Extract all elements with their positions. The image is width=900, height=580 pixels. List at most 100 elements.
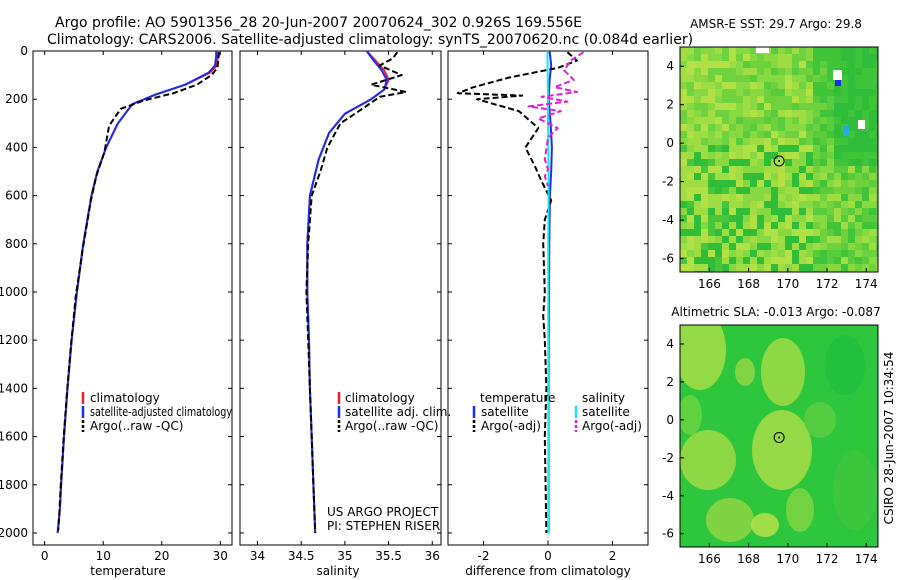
sst-cell — [848, 145, 855, 152]
sst-cell — [792, 222, 799, 229]
sst-cell — [701, 264, 708, 271]
sst-cell — [750, 243, 757, 250]
sst-cell — [715, 82, 722, 89]
sst-cell — [827, 194, 834, 201]
temperature-xlabel: temperature — [90, 564, 165, 578]
sst-cell — [855, 257, 862, 264]
sst-cell — [841, 159, 848, 166]
sst-cell — [799, 187, 806, 194]
sst-cell — [820, 180, 827, 187]
sla-blob — [680, 430, 736, 490]
sst-cell — [813, 117, 820, 124]
sst-cell — [778, 215, 785, 222]
sst-cell — [834, 138, 841, 145]
sst-cell — [792, 159, 799, 166]
sst-cell — [687, 124, 694, 131]
sst-cell — [834, 180, 841, 187]
sst-cell — [764, 215, 771, 222]
sst-cell — [715, 166, 722, 173]
sst-cell — [750, 47, 757, 54]
legend-sal-argo: Argo(-adj) — [582, 419, 642, 433]
sst-cell — [736, 117, 743, 124]
sst-cell — [806, 159, 813, 166]
sst-cell — [729, 180, 736, 187]
sst-cell — [785, 159, 792, 166]
sst-cell — [785, 257, 792, 264]
sst-cell — [729, 201, 736, 208]
series-satellite-adjusted-climatology — [56, 51, 218, 534]
sst-cell — [757, 201, 764, 208]
sst-cell — [876, 54, 878, 61]
sst-cell — [841, 110, 848, 117]
sst-cell — [848, 159, 855, 166]
sst-cell — [820, 117, 827, 124]
x-tick-label: 0 — [544, 549, 552, 563]
sst-cell — [701, 54, 708, 61]
sla-argo-position-marker — [773, 431, 785, 443]
sst-cell — [701, 257, 708, 264]
sst-cell — [869, 138, 876, 145]
sst-cell — [785, 180, 792, 187]
sst-cell — [785, 166, 792, 173]
sst-cell — [806, 243, 813, 250]
depth-tick-label: 1200 — [0, 333, 28, 347]
sst-cell — [834, 117, 841, 124]
sst-cell — [841, 208, 848, 215]
sst-cell — [729, 250, 736, 257]
sst-cell — [862, 47, 869, 54]
sst-cell — [729, 243, 736, 250]
sst-cell — [848, 82, 855, 89]
sst-cell — [680, 264, 687, 271]
sst-cell — [687, 47, 694, 54]
sst-cell — [855, 47, 862, 54]
sst-cell — [708, 89, 715, 96]
map-x-tick-label: 170 — [776, 277, 799, 291]
sst-cell — [869, 215, 876, 222]
sst-cell — [715, 145, 722, 152]
legend-argo: Argo(..raw -QC) — [90, 419, 183, 433]
legend-climatology: climatology — [345, 391, 415, 405]
sst-cell — [869, 68, 876, 75]
sst-cell — [736, 208, 743, 215]
sst-cell — [771, 54, 778, 61]
sst-cell — [785, 89, 792, 96]
sst-cell — [771, 201, 778, 208]
sst-cell — [743, 82, 750, 89]
sst-cell — [869, 257, 876, 264]
sst-cell — [813, 89, 820, 96]
sst-cell — [834, 215, 841, 222]
sst-cell — [743, 257, 750, 264]
sst-cell — [792, 243, 799, 250]
sst-cell — [722, 166, 729, 173]
header-line2: Climatology: CARS2006. Satellite-adjuste… — [47, 32, 693, 48]
sst-cell — [764, 152, 771, 159]
sst-cell — [799, 250, 806, 257]
sst-cell — [876, 264, 878, 271]
map-y-tick-label: 2 — [666, 98, 674, 112]
sst-cell — [820, 229, 827, 236]
sst-cell — [869, 159, 876, 166]
sst-cell — [694, 159, 701, 166]
sst-cell — [694, 201, 701, 208]
sst-cell — [771, 264, 778, 271]
sst-cell — [708, 138, 715, 145]
sst-cell — [820, 103, 827, 110]
sst-cell — [862, 145, 869, 152]
sst-cell — [799, 194, 806, 201]
sst-cell — [820, 208, 827, 215]
sst-cell — [722, 152, 729, 159]
sst-cell — [855, 138, 862, 145]
depth-tick-label: 600 — [5, 189, 28, 203]
map-x-tick-label: 174 — [855, 552, 878, 566]
sst-cell — [743, 194, 750, 201]
sst-cell — [813, 166, 820, 173]
sst-cell — [694, 131, 701, 138]
sst-cell — [862, 187, 869, 194]
sst-cell — [722, 47, 729, 54]
sst-cell — [855, 89, 862, 96]
sst-cell — [848, 152, 855, 159]
sst-cell — [729, 257, 736, 264]
sst-cell — [764, 61, 771, 68]
sst-cell — [743, 166, 750, 173]
sst-cell — [848, 54, 855, 61]
